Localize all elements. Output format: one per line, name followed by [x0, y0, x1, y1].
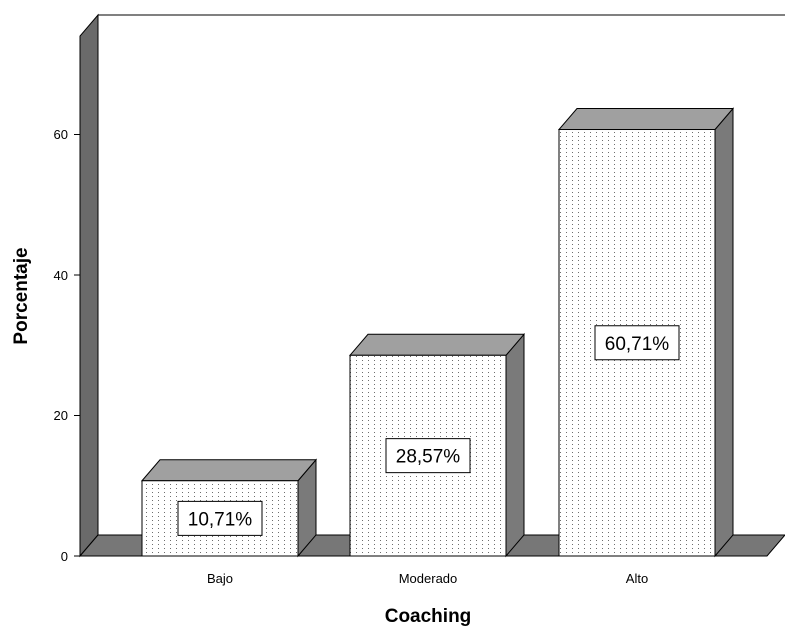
data-label: 28,57% [385, 438, 471, 474]
x-axis: Bajo Moderado Alto [207, 571, 648, 586]
data-label: 10,71% [177, 500, 263, 536]
x-axis-title: Coaching [385, 606, 472, 627]
y-tick-label: 20 [54, 408, 68, 423]
y-tick: 20 [54, 408, 80, 423]
bar: 28,57% [348, 332, 526, 558]
data-label-box [594, 325, 680, 361]
data-label: 60,71% [594, 325, 680, 361]
y-axis-title: Porcentaje [11, 247, 32, 344]
bar-top [140, 459, 318, 482]
y-axis: 0 20 40 60 [54, 127, 80, 564]
x-tick-label: Alto [626, 571, 648, 586]
y-tick: 0 [61, 549, 80, 564]
data-label-box [177, 500, 263, 536]
bar-top [557, 108, 735, 131]
data-label-text: 10,71% [188, 509, 253, 530]
data-label-text: 28,57% [396, 447, 461, 468]
left-wall [79, 13, 99, 558]
y-tick: 60 [54, 127, 80, 142]
bar-side [714, 107, 734, 558]
y-tick-label: 40 [54, 268, 68, 283]
back-wall-border [97, 14, 785, 535]
bar-side [505, 332, 525, 558]
y-tick-label: 0 [61, 549, 68, 564]
x-tick-label: Moderado [399, 571, 458, 586]
bars: 10,71% 28,57% 60,71% [140, 107, 735, 558]
x-tick-label: Bajo [207, 571, 233, 586]
y-tick-label: 60 [54, 127, 68, 142]
bar: 10,71% [140, 458, 318, 558]
y-tick: 40 [54, 268, 80, 283]
bar-top [348, 333, 526, 356]
data-label-text: 60,71% [605, 334, 670, 355]
bar: 60,71% [557, 107, 735, 558]
data-label-box [385, 438, 471, 474]
